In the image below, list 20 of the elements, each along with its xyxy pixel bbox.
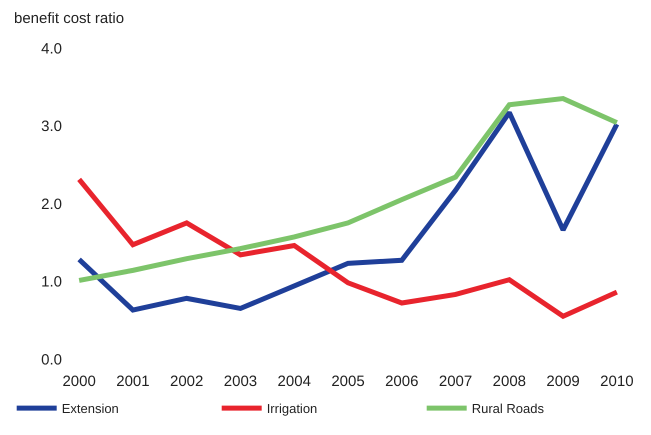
y-tick-label: 0.0 xyxy=(41,351,62,368)
x-tick-label: 2001 xyxy=(116,373,150,390)
legend-label: Extension xyxy=(62,401,119,416)
x-tick-label: 2002 xyxy=(170,373,204,390)
legend-label: Rural Roads xyxy=(472,401,544,416)
legend-label: Irrigation xyxy=(266,401,318,416)
x-tick-label: 2007 xyxy=(438,373,472,390)
x-tick-label: 2000 xyxy=(62,373,96,390)
y-tick-label: 1.0 xyxy=(41,274,62,290)
x-tick-label: 2009 xyxy=(546,373,580,390)
x-tick-label: 2003 xyxy=(224,373,258,390)
y-axis-title: benefit cost ratio xyxy=(14,10,124,27)
x-tick-label: 2005 xyxy=(331,373,365,390)
x-tick-label: 2004 xyxy=(278,373,311,390)
y-tick-label: 3.0 xyxy=(41,118,62,135)
x-tick-label: 2008 xyxy=(492,373,526,390)
x-tick-label: 2010 xyxy=(600,373,634,390)
y-tick-label: 2.0 xyxy=(41,196,62,213)
x-tick-label: 2006 xyxy=(385,373,418,390)
y-tick-label: 4.0 xyxy=(41,40,62,58)
